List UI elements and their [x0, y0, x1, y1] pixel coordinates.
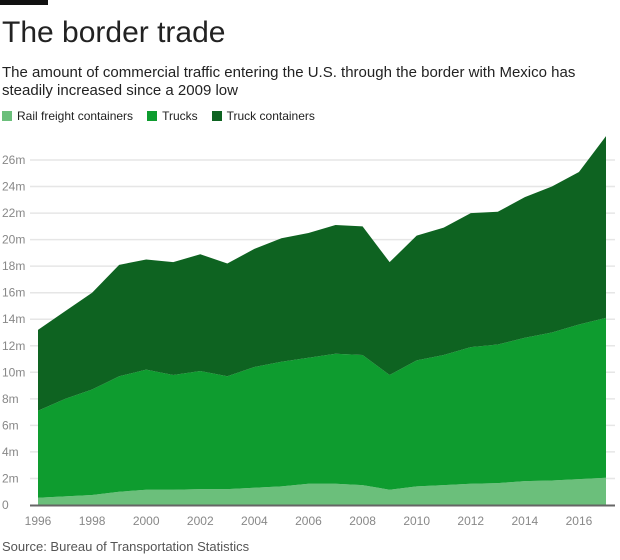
x-tick-label: 2014	[512, 514, 539, 528]
legend-swatch	[147, 111, 158, 121]
legend-item: Trucks	[147, 109, 198, 123]
area-series-1	[38, 317, 606, 498]
area-series-0	[38, 477, 606, 505]
y-tick-label: 8m	[2, 392, 19, 406]
y-tick-label: 26m	[2, 153, 25, 167]
x-tick-label: 2000	[133, 514, 160, 528]
y-tick-label: 24m	[2, 180, 25, 194]
subtitle: The amount of commercial traffic enterin…	[2, 64, 576, 99]
x-tick-label: 1998	[79, 514, 106, 528]
area-chart: 0 2m 4m 6m 8m 10m 12m 14m 16m 18m 20m 22m 24m 26m 1996…	[2, 136, 615, 528]
y-tick-label: 14m	[2, 312, 25, 326]
y-tick-label: 4m	[2, 445, 19, 459]
area-series-2	[38, 136, 606, 411]
y-tick-label: 12m	[2, 339, 25, 353]
x-tick-label: 2008	[349, 514, 376, 528]
y-tick-label: 16m	[2, 286, 25, 300]
x-tick-label: 2002	[187, 514, 214, 528]
legend: Rail freight containers Trucks Truck con…	[2, 109, 315, 123]
legend-swatch	[2, 111, 12, 121]
y-tick-label: 18m	[2, 259, 25, 273]
page-title: The border trade	[2, 16, 226, 49]
y-tick-label: 22m	[2, 206, 25, 220]
header-bar	[0, 0, 48, 5]
y-tick-label: 0	[2, 498, 9, 512]
y-tick-label: 20m	[2, 233, 25, 247]
legend-label: Trucks	[162, 109, 198, 123]
legend-label: Rail freight containers	[17, 109, 134, 123]
x-tick-label: 2016	[566, 514, 593, 528]
legend-item: Rail freight containers	[2, 109, 133, 123]
y-tick-label: 6m	[2, 418, 19, 432]
source-note: Source: Bureau of Transportation Statist…	[2, 539, 250, 554]
legend-label: Truck containers	[226, 109, 315, 123]
y-tick-label: 2m	[2, 471, 19, 485]
x-tick-label: 2012	[457, 514, 484, 528]
y-tick-label: 10m	[2, 365, 25, 379]
legend-item: Truck containers	[211, 109, 315, 123]
x-tick-label: 2006	[295, 514, 322, 528]
x-tick-label: 2004	[241, 514, 268, 528]
x-tick-label: 1996	[25, 514, 52, 528]
legend-swatch	[211, 111, 222, 121]
x-tick-label: 2010	[403, 514, 430, 528]
